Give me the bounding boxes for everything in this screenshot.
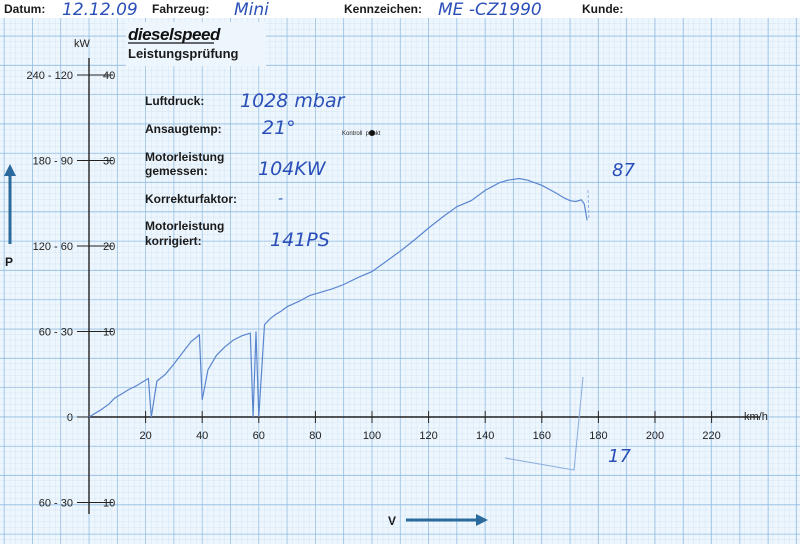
y-tick-label-right: 20 — [103, 241, 115, 253]
brand-logo: dieselspeed — [128, 25, 221, 44]
y-tick-label-left: 120 - 60 — [33, 241, 73, 253]
motorleistung-gemessen-label-1: Motorleistung — [145, 150, 224, 164]
x-unit-label: km/h — [744, 411, 768, 423]
y-unit-label: kW — [74, 38, 91, 50]
datum-value: 12.12.09 — [62, 0, 138, 20]
p-arrow — [4, 164, 16, 244]
header-bar — [0, 0, 800, 18]
kennzeichen-label: Kennzeichen: — [344, 2, 422, 16]
v-arrow — [406, 514, 488, 526]
x-tick-label: 160 — [533, 430, 551, 442]
motorleistung-gemessen-label-2: gemessen: — [145, 164, 208, 178]
brand-subtitle: Leistungsprüfung — [128, 46, 239, 61]
x-ticks: 20 40 60 80 100 120 140 160 180 200 220 — [139, 411, 721, 442]
ansaugtemp-value: 21° — [262, 117, 296, 139]
y-tick-label-right: 30 — [103, 156, 115, 168]
y-tick-label-right: 10 — [103, 327, 115, 339]
kennzeichen-value: ME -CZ1990 — [438, 0, 542, 20]
x-tick-label: 40 — [196, 430, 208, 442]
return-sweep-line — [504, 376, 584, 471]
end-dash-line — [587, 189, 590, 221]
fahrzeug-label: Fahrzeug: — [152, 2, 209, 16]
datum-label: Datum: — [4, 2, 45, 16]
v-label: V — [388, 514, 396, 528]
y-tick-label-left: 0 — [67, 412, 73, 424]
major-grid — [0, 6, 800, 544]
p-label: P — [5, 255, 13, 269]
x-tick-label: 140 — [476, 430, 494, 442]
x-tick-label: 80 — [309, 430, 321, 442]
logo-backdrop — [126, 22, 266, 66]
y-ticks: 240 - 120 40 180 - 90 30 120 - 60 20 60 - 30 10… — [27, 70, 116, 510]
y-tick-label-right: 40 — [103, 70, 115, 82]
x-tick-label: 220 — [702, 430, 720, 442]
y-tick-label-left: 180 - 90 — [33, 156, 73, 168]
motorleistung-korrigiert-label-2: korrigiert: — [145, 234, 202, 248]
kontrollpunkt-label: Kontroll punkt — [342, 131, 381, 137]
luftdruck-label: Luftdruck: — [145, 94, 204, 108]
motorleistung-korrigiert-value: 141PS — [270, 229, 330, 251]
kontrollpunkt-dot — [369, 130, 375, 136]
x-tick-label: 100 — [363, 430, 381, 442]
korrekturfaktor-value: - — [278, 191, 283, 207]
fahrzeug-value: Mini — [234, 0, 269, 20]
ansaugtemp-label: Ansaugtemp: — [145, 122, 222, 136]
y-tick-label-left: 60 - 30 — [39, 327, 73, 339]
note-17: 17 — [608, 446, 631, 467]
y-tick-label-left: 240 - 120 — [27, 70, 73, 82]
luftdruck-value: 1028 mbar — [240, 90, 346, 112]
motorleistung-gemessen-value: 104KW — [258, 158, 327, 180]
y-tick-label-right: 10 — [103, 498, 115, 510]
power-curve — [88, 177, 588, 418]
x-tick-label: 20 — [139, 430, 151, 442]
motorleistung-korrigiert-label-1: Motorleistung — [145, 219, 224, 233]
x-tick-label: 180 — [589, 430, 607, 442]
kunde-label: Kunde: — [582, 2, 623, 16]
y-tick-label-left: 60 - 30 — [39, 498, 73, 510]
axes — [88, 58, 760, 514]
x-tick-label: 60 — [253, 430, 265, 442]
note-87: 87 — [612, 160, 635, 181]
x-tick-label: 120 — [419, 430, 437, 442]
korrekturfaktor-label: Korrekturfaktor: — [145, 192, 237, 206]
x-tick-label: 200 — [646, 430, 664, 442]
